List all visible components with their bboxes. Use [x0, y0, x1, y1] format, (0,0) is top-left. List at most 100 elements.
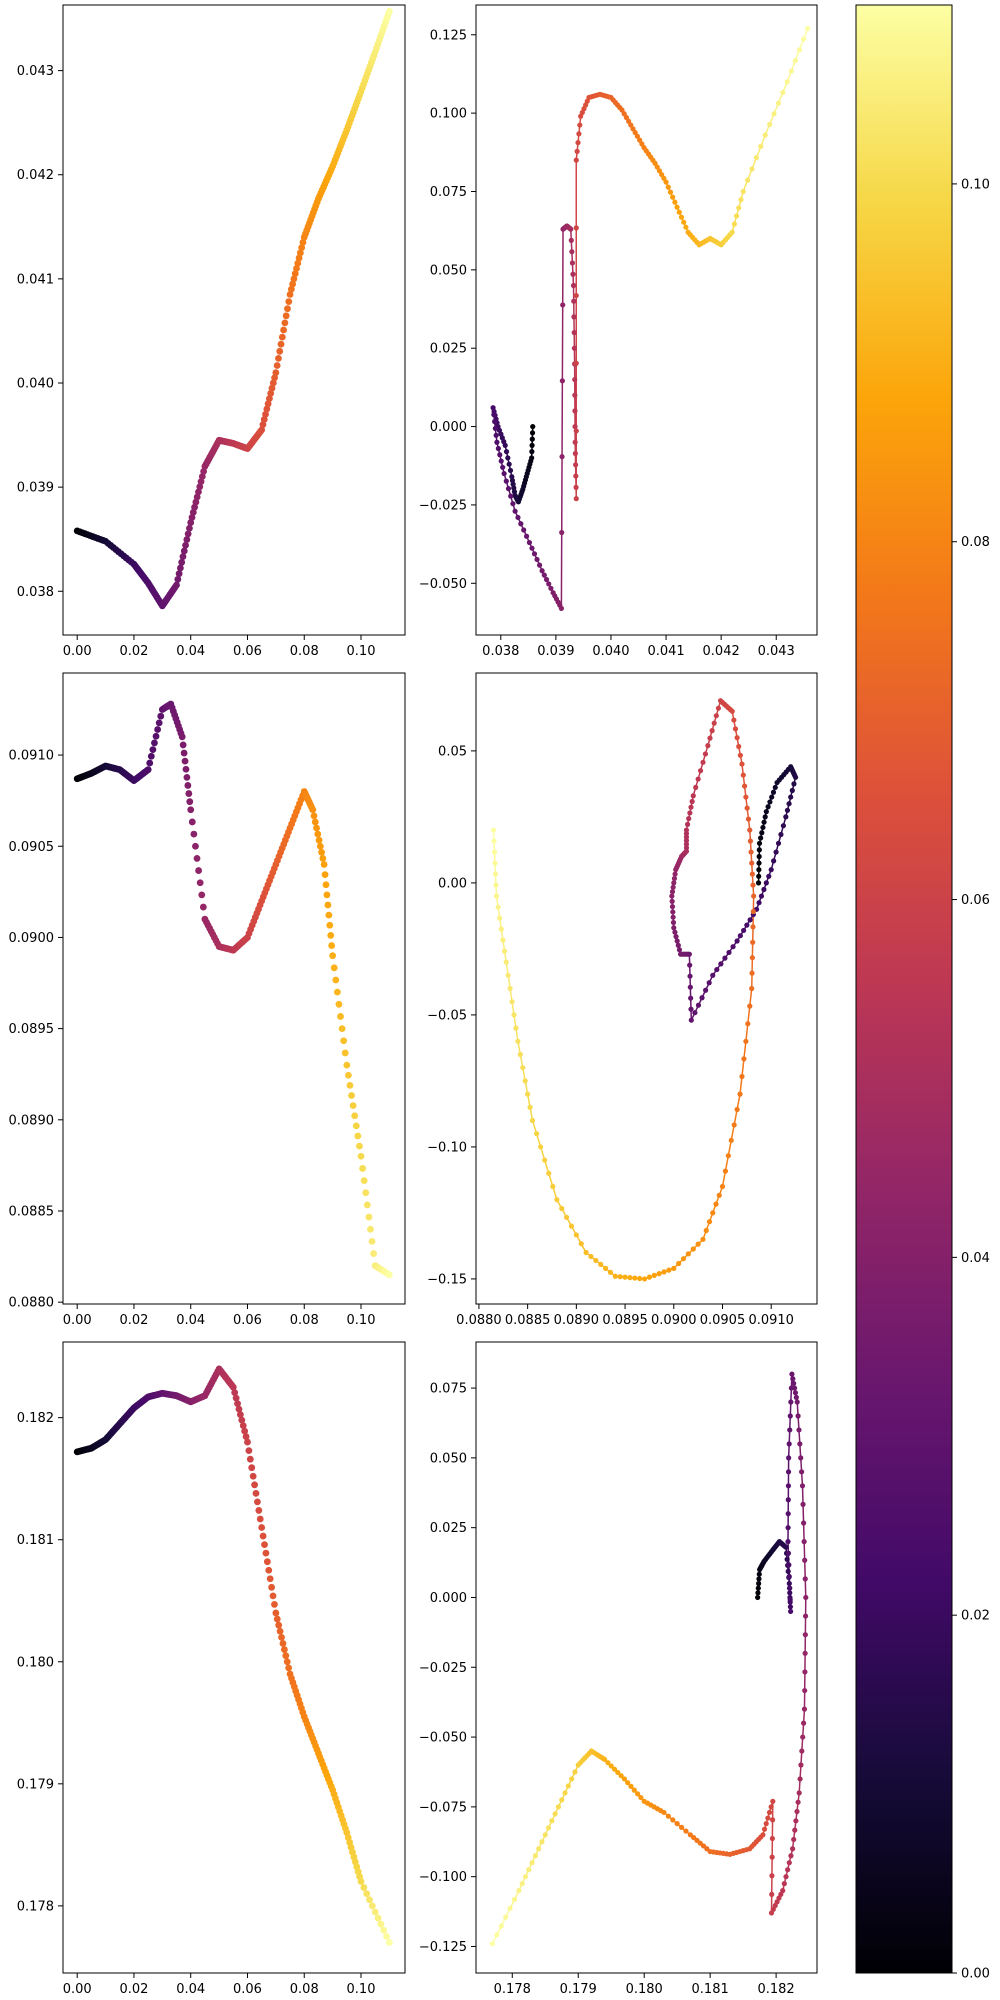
data-point	[366, 1896, 373, 1904]
data-point	[618, 1773, 624, 1779]
series-line-segment	[736, 1093, 741, 1110]
data-point	[316, 842, 324, 850]
data-point	[785, 1550, 792, 1556]
data-point	[196, 879, 204, 887]
data-point	[186, 524, 193, 532]
data-point	[729, 229, 735, 235]
y-tick-label: −0.050	[419, 1731, 467, 1746]
data-point	[669, 904, 676, 910]
y-tick-label: 0.182	[17, 1411, 54, 1426]
data-point	[315, 836, 323, 844]
data-point	[500, 937, 506, 943]
data-point	[788, 794, 794, 800]
data-point	[577, 122, 583, 128]
data-point	[352, 1122, 360, 1130]
axes-frame	[475, 672, 818, 1305]
y-tick-label: −0.075	[419, 1800, 467, 1815]
data-point	[635, 1791, 641, 1797]
data-point	[680, 1256, 687, 1262]
data-point	[363, 1890, 371, 1898]
data-point	[674, 1821, 680, 1827]
data-point	[503, 1914, 509, 1920]
data-point	[299, 239, 307, 246]
data-point	[569, 249, 575, 255]
data-point	[238, 1416, 246, 1424]
data-point	[702, 751, 709, 757]
data-point	[785, 1511, 791, 1517]
data-point	[298, 244, 306, 252]
data-point	[646, 1274, 653, 1280]
data-point	[706, 980, 712, 986]
data-point	[785, 1568, 791, 1575]
y-tick-label: 0.0880	[9, 1296, 55, 1311]
data-point	[725, 1153, 731, 1159]
x-tick-label: 0.0910	[748, 1313, 794, 1328]
data-point	[572, 450, 578, 457]
data-point	[788, 1853, 794, 1859]
data-point	[705, 743, 711, 749]
data-point	[242, 1433, 250, 1440]
data-point	[560, 302, 566, 308]
data-point	[245, 1447, 253, 1455]
data-point	[523, 533, 530, 539]
data-point	[775, 840, 782, 846]
data-point	[357, 1152, 365, 1160]
data-point	[763, 880, 769, 886]
data-point	[797, 1441, 803, 1447]
data-point	[740, 188, 746, 195]
data-point	[181, 757, 189, 765]
data-point	[709, 728, 715, 734]
data-point	[497, 452, 503, 458]
data-point	[652, 160, 658, 166]
data-point	[295, 254, 303, 262]
data-point	[189, 508, 197, 516]
data-point	[559, 1797, 565, 1803]
data-point	[520, 1065, 526, 1071]
y-tick-label: −0.05	[427, 1008, 467, 1023]
data-point	[670, 919, 677, 926]
data-point	[787, 1597, 793, 1603]
data-point	[235, 1405, 243, 1413]
data-point	[503, 959, 509, 965]
data-point	[756, 867, 762, 873]
data-point	[749, 985, 755, 992]
data-point	[522, 1078, 528, 1084]
axes-frame	[62, 4, 406, 636]
data-point	[154, 726, 162, 733]
data-point	[741, 1056, 747, 1062]
data-point	[745, 1021, 751, 1027]
data-point	[515, 514, 521, 521]
data-point	[531, 551, 538, 557]
axes-frame	[62, 1341, 406, 1974]
data-point	[256, 1515, 264, 1523]
data-point	[573, 496, 579, 502]
data-point	[676, 209, 682, 215]
x-tick-label: 0.182	[757, 1982, 794, 1997]
data-point	[798, 1455, 804, 1461]
data-point	[755, 880, 762, 886]
data-point	[726, 949, 732, 956]
data-point	[793, 1394, 799, 1400]
data-point	[368, 1902, 376, 1910]
data-point	[739, 761, 745, 767]
data-point	[333, 988, 341, 996]
colorbar-tick-label: 0.08	[961, 535, 990, 550]
y-tick-label: 0.041	[17, 272, 54, 287]
data-point	[546, 581, 552, 587]
x-tick-label: 0.04	[176, 1313, 205, 1328]
data-point	[768, 1804, 774, 1810]
data-point	[722, 1168, 729, 1174]
data-point	[802, 1557, 808, 1563]
data-point	[654, 164, 660, 170]
data-point	[671, 925, 677, 931]
y-tick-label: 0.075	[430, 1382, 467, 1397]
data-point	[789, 787, 795, 794]
data-point	[780, 823, 786, 829]
data-point	[144, 766, 152, 774]
data-point	[309, 806, 317, 814]
data-point	[550, 1183, 556, 1190]
data-point	[798, 1762, 804, 1768]
x-tick-label: 0.06	[233, 1313, 262, 1328]
data-point	[612, 1273, 618, 1279]
